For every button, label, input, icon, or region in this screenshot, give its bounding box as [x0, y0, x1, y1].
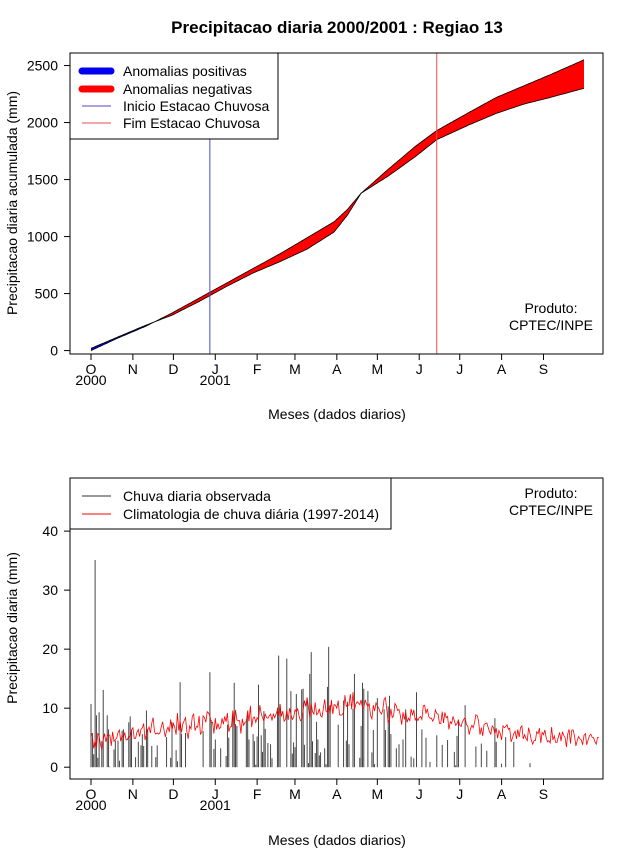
top-legend: Anomalias positivas Anomalias negativas …	[69, 52, 279, 140]
bottom-x-axis: O N D J F M A M J J A S 2000 2001	[75, 778, 548, 813]
top-x-tick-label: A	[332, 361, 342, 377]
bottom-x-tick-label: J	[416, 786, 423, 802]
top-y-tick-label: 1000	[27, 229, 58, 245]
bottom-y-tick-label: 30	[42, 582, 58, 598]
negative-anomaly-area	[362, 59, 584, 193]
top-legend-box	[69, 52, 279, 140]
bottom-y-tick-label: 40	[42, 523, 58, 539]
legend-label-observed: Chuva diaria observada	[123, 488, 271, 504]
bottom-legend-box	[69, 477, 392, 530]
negative-anomaly-area	[154, 193, 362, 322]
top-x-tick-label: F	[253, 361, 262, 377]
top-x-tick-label: S	[539, 361, 548, 377]
top-x-axis: O N D J F M A M J J A S 2000 2001	[75, 353, 548, 388]
bottom-x-tick-label: O	[86, 786, 97, 802]
observed-cumulative-line	[90, 87, 585, 349]
top-x-tick-label: A	[497, 361, 507, 377]
top-year-label: 2000	[75, 372, 106, 388]
bottom-x-tick-label: M	[289, 786, 301, 802]
bottom-x-tick-label: S	[539, 786, 548, 802]
top-y-tick-label: 2500	[27, 58, 58, 74]
bottom-credit-line1: Produto:	[525, 485, 578, 501]
top-x-tick-label: O	[86, 361, 97, 377]
legend-label-positive: Anomalias positivas	[123, 63, 247, 79]
top-year-label: 2001	[200, 372, 231, 388]
top-x-tick-label: N	[128, 361, 138, 377]
bottom-x-tick-label: M	[372, 786, 384, 802]
top-x-tick-label: M	[289, 361, 301, 377]
top-y-tick-label: 2000	[27, 115, 58, 131]
chart-title: Precipitacao diaria 2000/2001 : Regiao 1…	[171, 18, 503, 37]
bottom-x-tick-label: A	[497, 786, 507, 802]
top-y-axis-label: Precipitacao diaria acumulada (mm)	[4, 91, 20, 315]
legend-label-negative: Anomalias negativas	[123, 81, 252, 97]
bottom-y-axis: 0 10 20 30 40	[42, 523, 71, 775]
observed-daily-bars	[90, 560, 531, 768]
top-y-tick-label: 500	[35, 286, 59, 302]
legend-label-climatology: Climatologia de chuva diária (1997-2014)	[123, 506, 379, 522]
bottom-x-tick-label: F	[253, 786, 262, 802]
bottom-x-tick-label: J	[456, 786, 463, 802]
bottom-year-label: 2000	[75, 797, 106, 813]
bottom-credit-line2: CPTEC/INPE	[509, 502, 593, 518]
bottom-y-tick-label: 0	[50, 759, 58, 775]
cumulative-panel: 0 500 1000 1500 2000 2500 O N D J F M A M J J A S 2000 200…	[4, 52, 604, 422]
climatology-daily-line	[90, 692, 599, 750]
top-y-axis: 0 500 1000 1500 2000 2500	[27, 58, 71, 359]
top-x-tick-label: J	[456, 361, 463, 377]
top-credit-line2: CPTEC/INPE	[509, 317, 593, 333]
climatology-cumulative-line	[90, 59, 585, 351]
top-x-tick-label: J	[212, 361, 219, 377]
top-y-tick-label: 1500	[27, 172, 58, 188]
bottom-x-axis-label: Meses (dados diarios)	[268, 832, 406, 848]
bottom-y-axis-label: Precipitacao diaria (mm)	[4, 552, 20, 704]
top-x-axis-label: Meses (dados diarios)	[268, 406, 406, 422]
top-credit-line1: Produto:	[525, 300, 578, 316]
top-x-tick-label: M	[372, 361, 384, 377]
bottom-x-tick-label: N	[128, 786, 138, 802]
bottom-y-tick-label: 20	[42, 641, 58, 657]
bottom-year-label: 2001	[200, 797, 231, 813]
top-x-tick-label: D	[168, 361, 178, 377]
legend-label-end: Fim Estacao Chuvosa	[123, 115, 260, 131]
bottom-x-tick-label: J	[212, 786, 219, 802]
top-x-tick-label: J	[416, 361, 423, 377]
bottom-x-tick-label: D	[168, 786, 178, 802]
daily-panel: 0 10 20 30 40 O N D J F M A M J J A S 2000 2001 Precipita…	[4, 477, 604, 848]
legend-label-start: Inicio Estacao Chuvosa	[123, 98, 270, 114]
top-y-tick-label: 0	[50, 343, 58, 359]
bottom-x-tick-label: A	[332, 786, 342, 802]
bottom-y-tick-label: 10	[42, 700, 58, 716]
bottom-legend: Chuva diaria observada Climatologia de c…	[69, 477, 392, 530]
